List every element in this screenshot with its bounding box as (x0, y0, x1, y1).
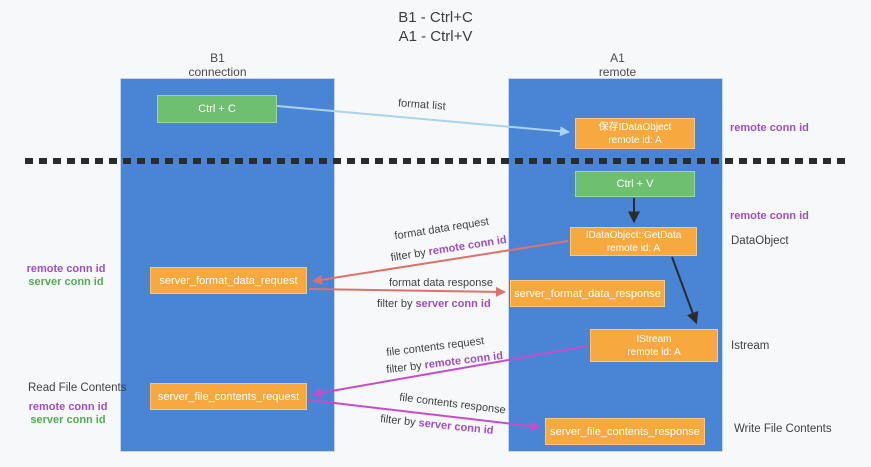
node-server-format-data-request: server_format_data_request (150, 267, 307, 294)
node-ctrl-v-label: Ctrl + V (616, 178, 654, 190)
node-saved-idataobject-line1: 保存IDataObject (598, 121, 672, 133)
node-server-format-data-response-label: server_format_data_response (514, 287, 661, 300)
label-format-list: format list (397, 97, 447, 113)
label-remote-conn-id-arrow-1: remote conn id (427, 233, 508, 259)
node-server-format-data-response: server_format_data_response (510, 280, 665, 307)
lane-a1-name: A1 (610, 51, 625, 65)
label-remote-conn-id-left1: remote conn id (26, 263, 106, 275)
label-read-file-contents: Read File Contents (28, 382, 127, 394)
arrow-format-data-response (308, 286, 506, 297)
session-divider-dashed-line (25, 158, 845, 164)
node-istream-line2: remote id: A (627, 346, 681, 358)
node-idataobject-getdata: IDataObject::GetData remote id: A (570, 227, 697, 256)
label-stack-conn-ids-2: remote conn id server conn id (24, 401, 112, 427)
node-server-file-contents-request-label: server_file_contents_request (157, 390, 300, 403)
label-format-data-response: format data response (389, 277, 493, 289)
node-getdata-line2: remote id: A (606, 242, 661, 254)
lane-a1-role: remote (598, 65, 637, 79)
node-server-format-data-request-label: server_format_data_request (159, 274, 298, 287)
node-istream-line1: IStream (636, 333, 672, 345)
label-filter-by-prefix-2: filter by (377, 298, 413, 310)
title-line-2: A1 - Ctrl+V (398, 28, 473, 45)
lane-b1-role: connection (188, 65, 247, 79)
node-getdata-line1: IDataObject::GetData (585, 229, 682, 241)
label-filter-by-prefix-1: filter by (389, 246, 427, 265)
node-saved-idataobject-line2: remote id: A (608, 134, 662, 146)
label-server-conn-id-arrow-2: server conn id (417, 417, 494, 437)
node-ctrl-c: Ctrl + C (157, 95, 277, 123)
node-saved-idataobject: 保存IDataObject remote id: A (575, 118, 695, 149)
node-server-file-contents-request: server_file_contents_request (150, 383, 307, 410)
label-filter-by-server-2: filter by server conn id (380, 413, 494, 437)
label-filter-by-server-1: filter by server conn id (377, 298, 491, 310)
lane-header-b1: B1 connection (110, 51, 325, 79)
label-file-contents-response: file contents response (398, 391, 507, 417)
label-server-conn-id-left2: server conn id (30, 414, 106, 426)
label-dataobject: DataObject (731, 235, 789, 247)
label-remote-conn-id-arrow-2: remote conn id (423, 349, 504, 372)
node-istream: IStream remote id: A (590, 329, 718, 362)
label-server-conn-id-left1: server conn id (28, 276, 104, 288)
label-filter-by-prefix-4: filter by (379, 413, 417, 429)
label-istream: Istream (731, 340, 770, 352)
title-line-1: B1 - Ctrl+C (398, 9, 473, 26)
label-write-file-contents: Write File Contents (734, 423, 832, 435)
diagram-title: B1 - Ctrl+C A1 - Ctrl+V (0, 8, 871, 46)
lane-b1-name: B1 (210, 51, 225, 65)
label-server-conn-id-arrow-1: server conn id (415, 298, 491, 310)
label-stack-conn-ids-1: remote conn id server conn id (22, 263, 110, 289)
node-ctrl-c-label: Ctrl + C (198, 103, 236, 115)
label-filter-by-prefix-3: filter by (385, 359, 423, 377)
node-server-file-contents-response-label: server_file_contents_response (550, 425, 700, 438)
node-ctrl-v: Ctrl + V (575, 171, 695, 197)
label-remote-conn-id-right-mid: remote conn id (730, 210, 809, 222)
label-remote-conn-id-left2: remote conn id (28, 401, 108, 413)
label-remote-conn-id-right-top: remote conn id (730, 122, 809, 134)
lane-header-a1: A1 remote (510, 51, 725, 79)
node-server-file-contents-response: server_file_contents_response (545, 418, 705, 445)
